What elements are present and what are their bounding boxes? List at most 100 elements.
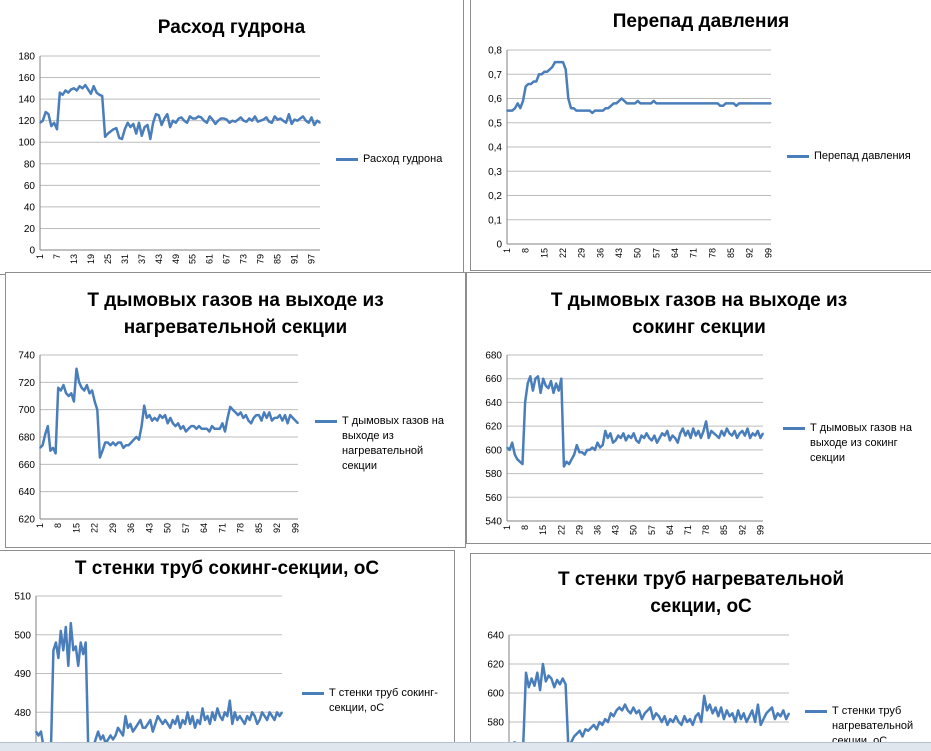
data-point [625,439,627,442]
x-tick-label: 36 [595,248,605,258]
data-point [526,382,529,385]
chart-title-line-1: Т дымовых газов на выходе из [87,290,384,311]
data-point [599,109,602,112]
data-point [220,117,222,120]
y-tick-label: 0,2 [488,191,502,202]
data-point [524,401,526,404]
data-point [194,117,197,120]
data-point [135,132,137,135]
data-point [598,721,601,723]
data-point [607,437,609,439]
legend-label-line: Т дымовых газов на [810,422,912,434]
data-point [72,649,75,652]
data-point [251,711,253,714]
data-point [749,437,751,439]
data-point [689,718,691,720]
chart-title-line-2: сокинг секции [632,317,766,338]
y-tick-label: 100 [18,138,35,149]
data-point [635,439,638,442]
data-point [99,456,101,459]
data-point [52,447,54,449]
sheet-tab-bar[interactable] [0,742,931,751]
data-point [724,102,727,105]
data-point [208,430,211,433]
data-point [612,102,615,105]
data-point [181,719,184,721]
data-point [697,430,700,432]
data-point [282,119,285,122]
data-point [552,392,555,394]
x-tick-label: 36 [126,523,136,533]
data-point [224,430,226,433]
data-point [273,719,276,721]
legend-swatch [315,420,337,423]
x-tick-label: 71 [217,523,227,533]
data-point [632,432,635,435]
data-point [705,420,707,423]
data-point [166,113,169,115]
data-point [648,437,650,439]
data-point [514,453,516,456]
data-point [604,718,606,720]
data-point [720,706,722,709]
data-point [129,126,132,128]
data-point [709,703,711,706]
y-tick-label: 140 [18,95,35,106]
data-point [96,408,99,411]
data-point [632,706,635,709]
data-point [226,715,229,717]
data-point [47,113,50,115]
x-tick-label: 1 [35,254,45,259]
data-point [102,734,104,737]
legend-label-line: выходе из [342,430,394,442]
data-point [759,437,762,439]
data-point [610,712,612,715]
legend-label-line: секции, оС [329,702,385,714]
y-tick-label: 640 [485,398,502,409]
data-point [231,119,234,122]
data-point [135,436,138,438]
data-point [184,723,186,725]
chart-legend: Перепад давления [787,149,931,164]
data-point [127,444,130,446]
data-point [248,117,251,120]
data-point [84,641,87,644]
data-point [185,430,187,433]
data-point [169,126,171,128]
data-point [164,414,166,416]
data-point [247,419,250,422]
data-point [203,119,205,122]
data-point [234,120,236,123]
data-point [90,92,92,95]
data-point [240,116,242,119]
data-point [711,102,714,105]
data-point [271,122,273,124]
data-point [731,712,734,715]
x-tick-label: 31 [120,254,130,264]
legend-label-line: секции [810,452,846,464]
x-tick-label: 73 [239,254,249,264]
data-point [226,417,229,419]
data-point [686,721,688,723]
data-point [313,124,316,126]
data-point [191,715,194,717]
data-point [79,641,82,644]
data-point [245,120,248,123]
x-tick-label: 49 [171,254,181,264]
data-point [528,686,530,688]
data-point [716,102,719,105]
data-point [258,414,260,416]
x-tick-label: 57 [181,523,191,533]
data-point [129,723,132,725]
data-point [182,425,185,427]
data-point [653,434,656,437]
data-point [268,711,271,714]
data-point [201,707,204,710]
data-point [570,458,573,461]
data-point [276,417,279,419]
x-tick-label: 67 [222,254,232,264]
data-point [684,434,687,437]
x-tick-label: 29 [577,248,587,258]
data-point [609,432,612,435]
